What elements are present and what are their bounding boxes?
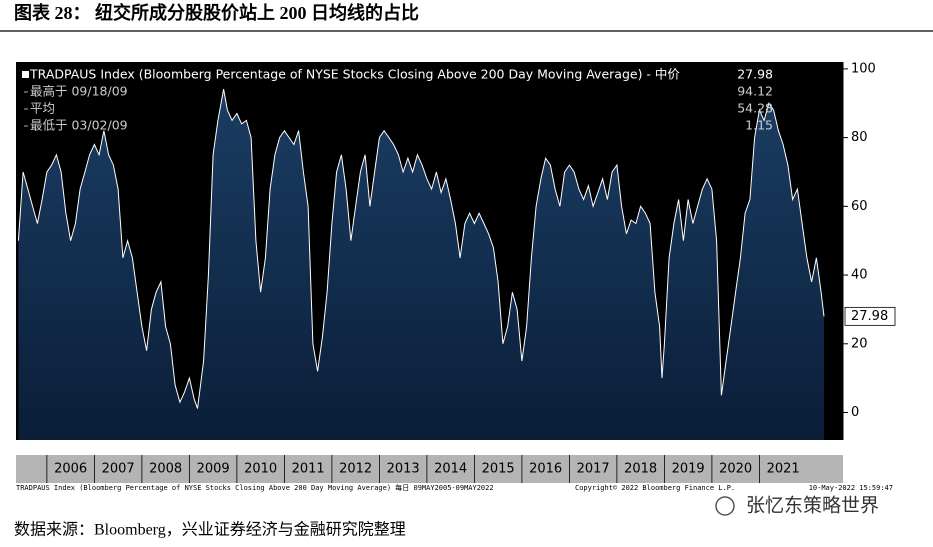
stat-label: 平均 — [30, 101, 55, 116]
legend-value: 27.98 — [737, 67, 773, 82]
footer-note: Copyright© 2022 Bloomberg Finance L.P. — [575, 484, 735, 492]
x-tick-label: 2008 — [149, 462, 182, 477]
x-tick-label: 2006 — [54, 462, 87, 477]
watermark-icon — [715, 496, 735, 516]
chart-title: 图表 28： 纽交所成分股股价站上 200 日均线的占比 — [14, 2, 419, 23]
y-tick-label: 100 — [851, 61, 876, 76]
y-tick-label: 20 — [851, 336, 868, 351]
source: 数据来源：Bloomberg，兴业证券经济与金融研究院整理 — [14, 521, 406, 539]
area-fill — [18, 89, 825, 440]
stat-label: 最低于 03/02/09 — [30, 118, 128, 133]
x-tick-label: 2011 — [292, 462, 325, 477]
x-tick-label: 2019 — [672, 462, 705, 477]
year-band — [16, 455, 843, 483]
x-tick-label: 2014 — [434, 462, 467, 477]
stat-value: 54.28 — [737, 101, 773, 116]
x-tick-label: 2017 — [577, 462, 610, 477]
y-tick-label: 60 — [851, 199, 868, 214]
x-tick-label: 2018 — [624, 462, 657, 477]
x-tick-label: 2020 — [719, 462, 752, 477]
stat-value: 1.15 — [745, 118, 773, 133]
last-value-label: 27.98 — [851, 309, 888, 324]
x-tick-label: 2007 — [102, 462, 135, 477]
x-tick-label: 2012 — [339, 462, 372, 477]
legend-label: TRADPAUS Index (Bloomberg Percentage of … — [29, 67, 680, 82]
series-line — [17, 89, 825, 409]
y-tick-label: 40 — [851, 268, 868, 283]
x-tick-label: 2016 — [529, 462, 562, 477]
stat-value: 94.12 — [737, 84, 773, 99]
legend-marker — [22, 71, 29, 78]
footer-note: 10-May-2022 15:59:47 — [809, 484, 893, 492]
x-tick-label: 2015 — [482, 462, 515, 477]
watermark: 张忆东策略世界 — [746, 495, 879, 517]
stat-label: 最高于 09/18/09 — [30, 84, 128, 99]
y-tick-label: 80 — [851, 130, 868, 145]
y-tick-label: 0 — [851, 405, 859, 420]
x-tick-label: 2021 — [767, 462, 800, 477]
x-tick-label: 2010 — [244, 462, 277, 477]
footer-note: TRADPAUS Index (Bloomberg Percentage of … — [16, 483, 494, 492]
x-tick-label: 2009 — [197, 462, 230, 477]
last-value-tag — [844, 306, 896, 326]
x-tick-label: 2013 — [387, 462, 420, 477]
